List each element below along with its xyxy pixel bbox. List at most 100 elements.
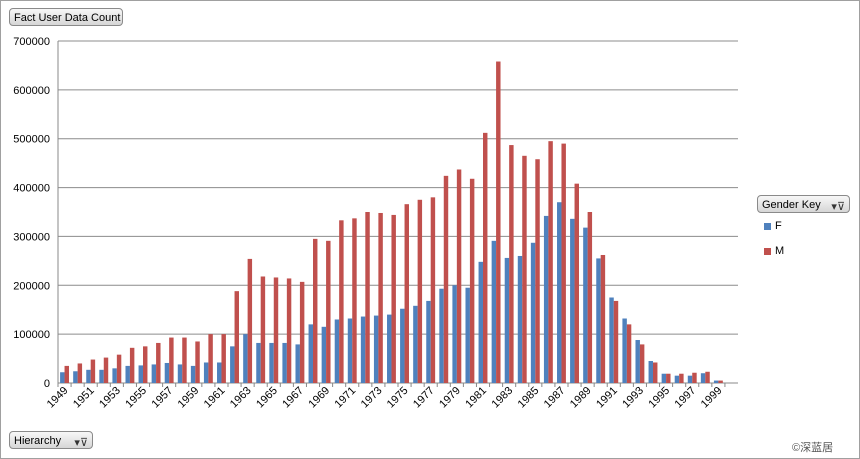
bar-m [639,344,645,383]
bar-m [666,373,671,383]
bar-m [692,372,697,383]
bar-m [600,254,606,383]
bar-m [234,291,239,383]
bar-m [496,61,501,384]
bar-m [613,300,619,383]
bar-f [334,319,340,383]
x-tick-label: 1995 [646,385,672,411]
bar-m [90,359,96,383]
bar-m [273,277,279,383]
x-tick-label: 1963 [228,385,254,411]
bar-f [295,344,300,383]
bar-m [77,363,83,383]
bar-f [99,369,104,383]
x-tick-label: 1965 [254,385,280,411]
bar-f [321,326,327,383]
x-tick-label: 1997 [673,385,699,411]
bar-f [504,257,510,383]
bar-f [256,342,261,383]
bar-m [456,169,462,383]
bar-f [713,380,719,383]
bar-m [247,258,253,383]
x-tick-label: 1987 [542,385,568,411]
bar-f [583,227,588,383]
bar-m [378,212,383,383]
bar-f [360,316,366,383]
bar-m [509,145,514,383]
bar-f [86,369,91,383]
bar-f [177,364,183,383]
bar-m [182,337,187,383]
legend-field-button[interactable]: Gender Key ▾⊽ [757,195,850,213]
bar-f [164,362,170,383]
filter-icon[interactable]: ▾⊽ [74,437,88,449]
bar-f [203,362,209,383]
x-tick-label: 1981 [463,385,489,411]
bar-f [439,288,444,383]
bar-m [679,373,684,383]
bar-f [125,365,130,383]
x-tick-label: 1999 [699,385,725,411]
bar-m [561,143,566,383]
x-tick-label: 1951 [71,385,97,411]
y-tick-label: 400000 [13,183,50,195]
bar-f [478,261,483,383]
y-tick-label: 500000 [13,134,50,146]
x-tick-label: 1961 [202,385,228,411]
x-tick-label: 1973 [359,385,385,411]
bar-m [443,175,449,383]
bar-m [430,197,436,383]
bar-f [426,300,431,383]
y-tick-label: 100000 [13,329,50,341]
axis-field-button[interactable]: Hierarchy ▾⊽ [9,431,93,449]
bar-f [269,342,274,383]
bar-m [129,347,135,383]
bar-m [705,371,710,383]
x-tick-label: 1959 [176,385,202,411]
bar-f [570,218,575,383]
value-field-label: Fact User Data Count [14,12,121,24]
bar-m [718,380,723,383]
bar-f [73,371,78,383]
legend-swatch-m [764,248,771,255]
bar-f [282,342,287,383]
y-tick-label: 200000 [13,280,50,292]
bar-m [483,132,488,383]
x-tick-label: 1969 [306,385,332,411]
bar-m [365,212,370,383]
bar-f [190,365,196,383]
bar-m [299,281,305,383]
bar-m [116,354,122,383]
bar-f [557,202,562,383]
x-tick-label: 1977 [411,385,437,411]
bar-m [195,341,200,383]
bar-m [522,155,527,383]
value-field-button[interactable]: Fact User Data Count [9,8,123,26]
legend-label-f: F [775,220,782,232]
bar-f [596,258,601,383]
bar-m [156,342,161,383]
bar-m [548,141,553,383]
x-tick-label: 1983 [490,385,516,411]
bar-f [60,372,65,383]
bar-m [391,214,396,383]
bar-f [609,297,614,383]
bar-m [469,178,475,383]
y-tick-label: 300000 [13,231,50,243]
bar-f [347,318,353,383]
bar-f [387,314,392,383]
bar-m [535,159,540,383]
bar-f [138,365,143,383]
axis-field-label: Hierarchy [14,435,62,447]
bar-m [103,357,109,383]
bar-f [491,240,497,383]
watermark-text: ©深蓝居 [792,442,834,454]
bar-f [151,364,157,383]
bar-m [221,334,226,383]
bar-m [352,218,357,383]
bar-m [260,276,266,383]
bar-m [417,199,423,383]
bar-f [543,215,549,383]
filter-icon[interactable]: ▾⊽ [831,201,845,213]
